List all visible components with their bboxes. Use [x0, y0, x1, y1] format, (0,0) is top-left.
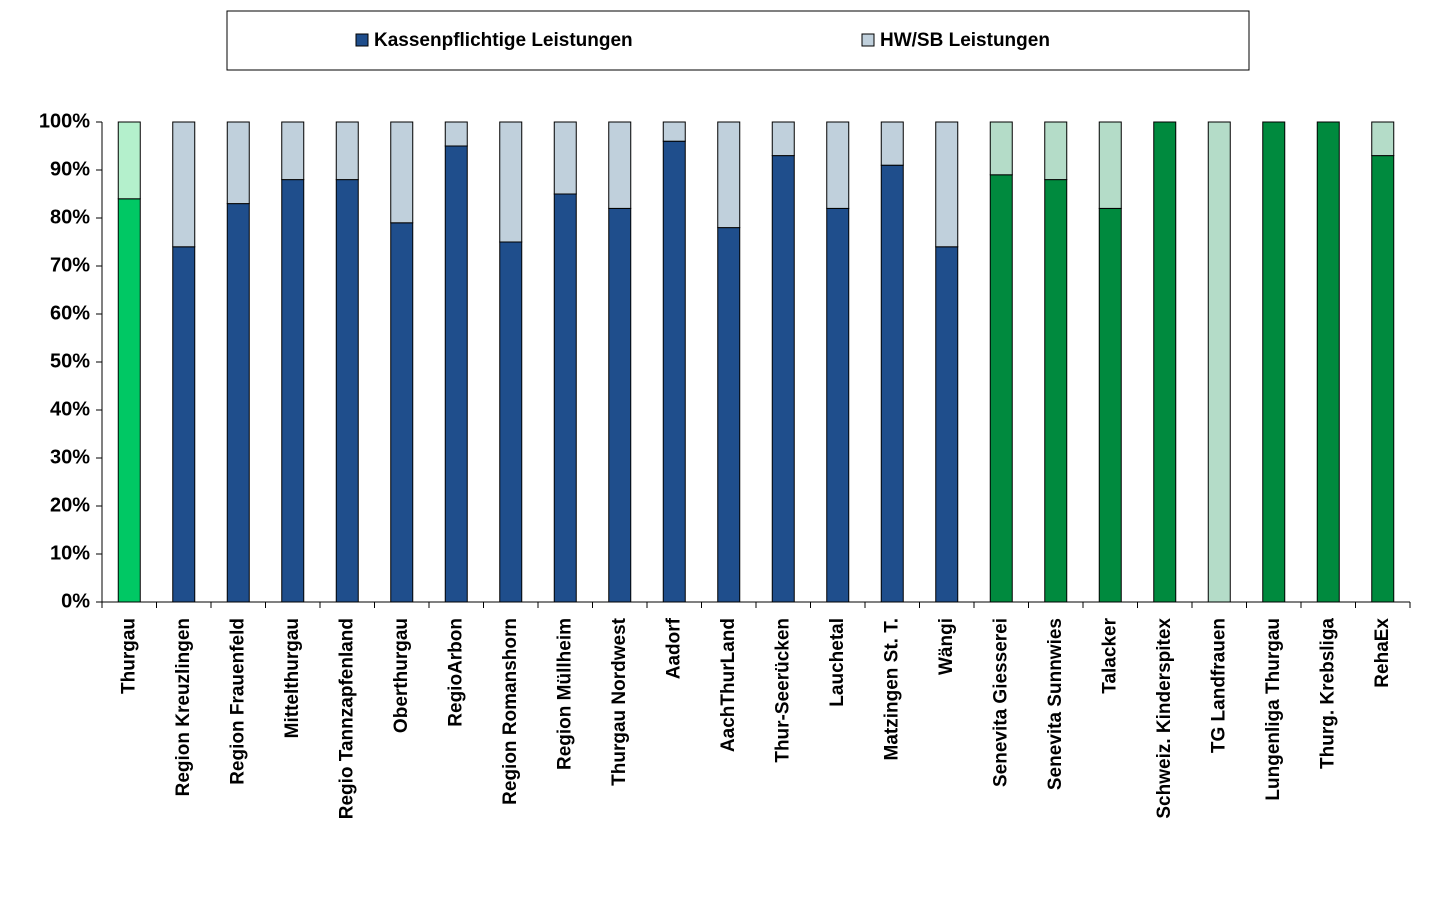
bar-segment	[553, 121, 577, 195]
y-tick-label: 100%	[39, 110, 90, 132]
y-tick-label: 50%	[50, 350, 90, 372]
bar-segment	[717, 227, 741, 603]
bar-segment	[880, 121, 904, 166]
bar-segment	[335, 179, 359, 603]
y-tick-label: 20%	[50, 494, 90, 516]
x-tick-label: RehaEx	[1372, 618, 1393, 688]
bar-segment	[935, 121, 959, 248]
x-tick-label: Region Kreuzlingen	[173, 618, 194, 796]
x-tick-label: Wängi	[936, 618, 957, 675]
legend-swatch	[861, 33, 875, 47]
bar-segment	[1371, 155, 1395, 603]
bar-segment	[1262, 121, 1286, 603]
x-tick-label: Matzingen St. T.	[881, 618, 902, 761]
bar-segment	[1371, 121, 1395, 157]
bar-segment	[117, 198, 141, 603]
bar-segment	[826, 207, 850, 603]
x-tick-label: Thurgau Nordwest	[609, 617, 630, 786]
bar-segment	[989, 174, 1013, 603]
bar-segment	[880, 164, 904, 603]
y-tick-label: 80%	[50, 206, 90, 228]
bar-segment	[172, 121, 196, 248]
legend-swatch	[355, 33, 369, 47]
bar-segment	[608, 121, 632, 209]
bar-segment	[1207, 121, 1231, 603]
bar-segment	[771, 121, 795, 157]
x-tick-label: Oberthurgau	[391, 618, 412, 733]
bar-segment	[1044, 121, 1068, 181]
bar-segment	[662, 140, 686, 603]
bar-segment	[935, 246, 959, 603]
x-tick-label: Lauchetal	[827, 618, 848, 707]
x-tick-label: AachThurLand	[718, 618, 739, 752]
y-tick-label: 90%	[50, 158, 90, 180]
y-tick-label: 30%	[50, 446, 90, 468]
bar-segment	[444, 145, 468, 603]
legend-label: HW/SB Leistungen	[880, 30, 1050, 51]
y-tick-label: 0%	[61, 590, 90, 612]
bar-segment	[1153, 121, 1177, 603]
bar-segment	[281, 179, 305, 603]
x-tick-label: Thurg. Krebsliga	[1317, 618, 1338, 769]
bar-segment	[335, 121, 359, 181]
x-tick-label: Schweiz. Kinderspitex	[1154, 618, 1175, 819]
bar-segment	[172, 246, 196, 603]
x-tick-label: Region Romanshorn	[500, 618, 521, 805]
bar-segment	[444, 121, 468, 147]
bar-segment	[499, 241, 523, 603]
bar-segment	[1316, 121, 1340, 603]
bar-segment	[662, 121, 686, 142]
bar-segment	[1044, 179, 1068, 603]
x-tick-label: Region Frauenfeld	[227, 618, 248, 785]
y-tick-label: 60%	[50, 302, 90, 324]
bar-segment	[117, 121, 141, 200]
bar-segment	[1098, 207, 1122, 603]
bar-segment	[390, 121, 414, 224]
x-tick-label: Lungenliga Thurgau	[1263, 618, 1284, 801]
x-tick-label: Regio Tannzapfenland	[336, 618, 357, 819]
bar-segment	[390, 222, 414, 603]
bar-segment	[226, 121, 250, 205]
x-tick-label: Thur-Seerücken	[772, 618, 793, 763]
bar-segment	[499, 121, 523, 243]
x-tick-label: Senevita Giesserei	[990, 618, 1011, 787]
bar-segment	[281, 121, 305, 181]
x-tick-label: Senevita Sunnwies	[1045, 618, 1066, 790]
x-tick-label: Mittelthurgau	[282, 618, 303, 738]
bar-segment	[226, 203, 250, 603]
bar-segment	[553, 193, 577, 603]
x-tick-label: RegioArbon	[445, 618, 466, 727]
y-tick-label: 10%	[50, 542, 90, 564]
bar-segment	[771, 155, 795, 603]
x-tick-label: Talacker	[1099, 617, 1120, 693]
bar-segment	[1098, 121, 1122, 209]
y-tick-label: 40%	[50, 398, 90, 420]
bar-segment	[608, 207, 632, 603]
legend-label: Kassenpflichtige Leistungen	[374, 30, 633, 51]
bar-segment	[717, 121, 741, 229]
x-tick-label: Thurgau	[118, 618, 139, 694]
legend-box	[226, 10, 1250, 71]
x-tick-label: Aadorf	[663, 617, 684, 679]
bar-segment	[989, 121, 1013, 176]
y-tick-label: 70%	[50, 254, 90, 276]
x-tick-label: TG Landfrauen	[1208, 618, 1229, 753]
x-tick-label: Region Müllheim	[554, 618, 575, 770]
bar-segment	[826, 121, 850, 209]
